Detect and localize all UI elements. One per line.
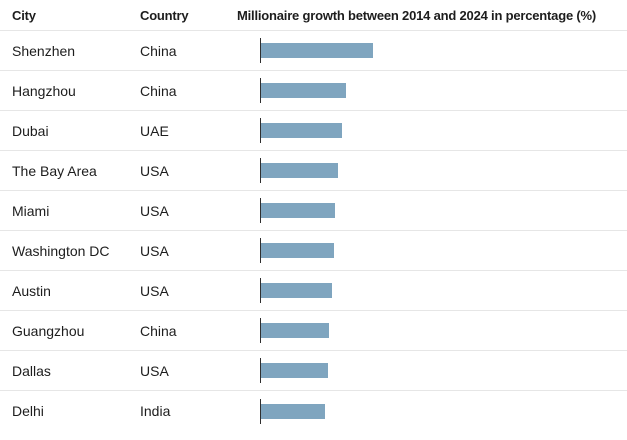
city-label: The Bay Area	[12, 162, 97, 179]
growth-bar	[261, 363, 329, 378]
country-label: USA	[140, 282, 169, 299]
city-label: Dubai	[12, 122, 49, 139]
axis-baseline	[260, 78, 261, 103]
bar-cell	[237, 311, 627, 350]
growth-bar	[261, 323, 329, 338]
bar-cell	[237, 231, 627, 270]
axis-baseline	[260, 38, 261, 63]
header-city: City	[12, 7, 36, 23]
bar-cell	[237, 271, 627, 310]
growth-bar	[261, 163, 339, 178]
country-label: USA	[140, 362, 169, 379]
city-label: Dallas	[12, 362, 51, 379]
country-label: USA	[140, 162, 169, 179]
bar-cell	[237, 31, 627, 70]
table-row: Shenzhen China	[0, 31, 627, 71]
city-label: Austin	[12, 282, 51, 299]
city-label: Washington DC	[12, 242, 110, 259]
table-row: Washington DC USA	[0, 231, 627, 271]
growth-bar	[261, 83, 347, 98]
axis-baseline	[260, 398, 261, 424]
table-body: Shenzhen China Hangzhou China Dubai UAE …	[0, 31, 627, 431]
axis-baseline	[260, 158, 261, 183]
table-row: Dallas USA	[0, 351, 627, 391]
table-row: The Bay Area USA	[0, 151, 627, 191]
growth-bar	[261, 243, 334, 258]
growth-bar	[261, 43, 374, 58]
bar-cell	[237, 191, 627, 230]
country-label: China	[140, 82, 177, 99]
bar-cell	[237, 151, 627, 190]
axis-baseline	[260, 358, 261, 383]
header-country: Country	[140, 7, 189, 23]
growth-bar	[261, 403, 325, 419]
table-row: Miami USA	[0, 191, 627, 231]
growth-bar	[261, 123, 342, 138]
bar-cell	[237, 111, 627, 150]
country-label: China	[140, 322, 177, 339]
city-label: Guangzhou	[12, 322, 85, 339]
country-label: India	[140, 403, 171, 419]
axis-baseline	[260, 118, 261, 143]
table-header: City Country Millionaire growth between …	[0, 0, 627, 31]
bar-cell	[237, 391, 627, 431]
country-label: UAE	[140, 122, 169, 139]
country-label: USA	[140, 242, 169, 259]
table-row: Dubai UAE	[0, 111, 627, 151]
country-label: USA	[140, 202, 169, 219]
bar-cell	[237, 351, 627, 390]
axis-baseline	[260, 198, 261, 223]
table-row: Austin USA	[0, 271, 627, 311]
growth-bar	[261, 203, 336, 218]
city-label: Miami	[12, 202, 50, 219]
bar-cell	[237, 71, 627, 110]
axis-baseline	[260, 238, 261, 263]
axis-baseline	[260, 278, 261, 303]
growth-bar	[261, 283, 333, 298]
axis-baseline	[260, 318, 261, 343]
table-row: Hangzhou China	[0, 71, 627, 111]
table-row: Delhi India	[0, 391, 627, 431]
country-label: China	[140, 42, 177, 59]
city-label: Hangzhou	[12, 82, 76, 99]
table-row: Guangzhou China	[0, 311, 627, 351]
city-label: Delhi	[12, 403, 44, 419]
header-value: Millionaire growth between 2014 and 2024…	[237, 7, 597, 23]
city-label: Shenzhen	[12, 42, 76, 59]
